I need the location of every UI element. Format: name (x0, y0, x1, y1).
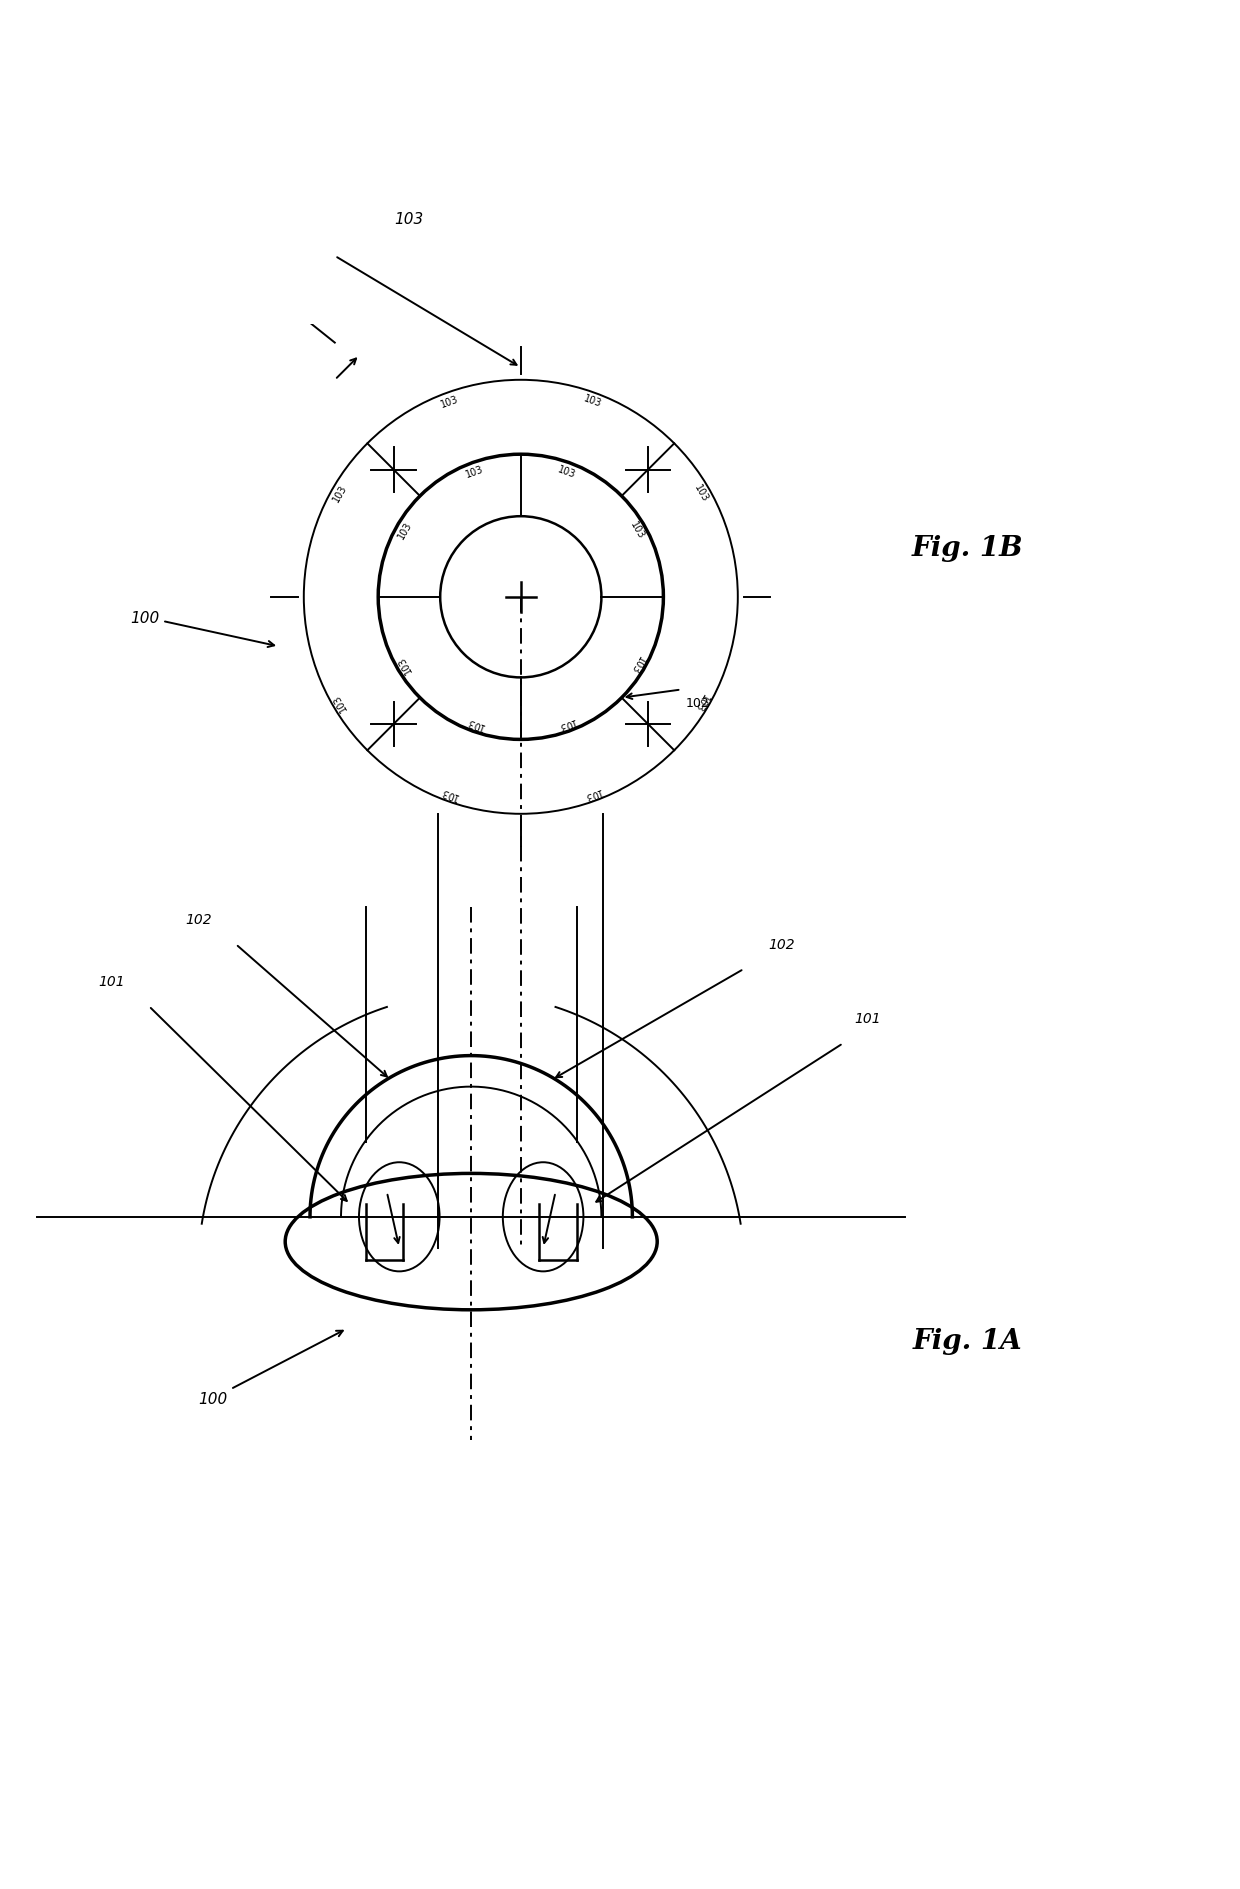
Text: 103: 103 (439, 786, 460, 801)
Text: Fig. 1A: Fig. 1A (913, 1328, 1022, 1354)
Text: Fig. 1B: Fig. 1B (911, 535, 1023, 561)
Text: 103: 103 (396, 519, 414, 540)
Text: 103: 103 (465, 465, 485, 480)
Text: 103: 103 (394, 212, 424, 227)
Text: 103: 103 (557, 716, 577, 731)
Text: 103: 103 (439, 393, 460, 410)
Text: 103: 103 (582, 786, 603, 801)
Text: 100: 100 (130, 610, 274, 648)
Text: 103: 103 (331, 691, 350, 712)
Text: 103: 103 (331, 484, 350, 504)
Text: 103: 103 (627, 654, 646, 674)
Text: 103: 103 (692, 484, 711, 504)
Text: 103: 103 (582, 393, 603, 410)
Text: 103: 103 (465, 716, 485, 731)
Text: 102: 102 (768, 937, 795, 952)
Text: 101: 101 (98, 975, 125, 988)
Text: 102: 102 (686, 697, 709, 710)
Text: 101: 101 (854, 1013, 882, 1026)
Text: 103: 103 (692, 691, 711, 712)
Text: 100: 100 (198, 1332, 342, 1405)
Text: 103: 103 (396, 654, 414, 674)
Text: 102: 102 (185, 912, 212, 927)
Text: 103: 103 (627, 519, 646, 540)
Text: 103: 103 (557, 465, 577, 480)
